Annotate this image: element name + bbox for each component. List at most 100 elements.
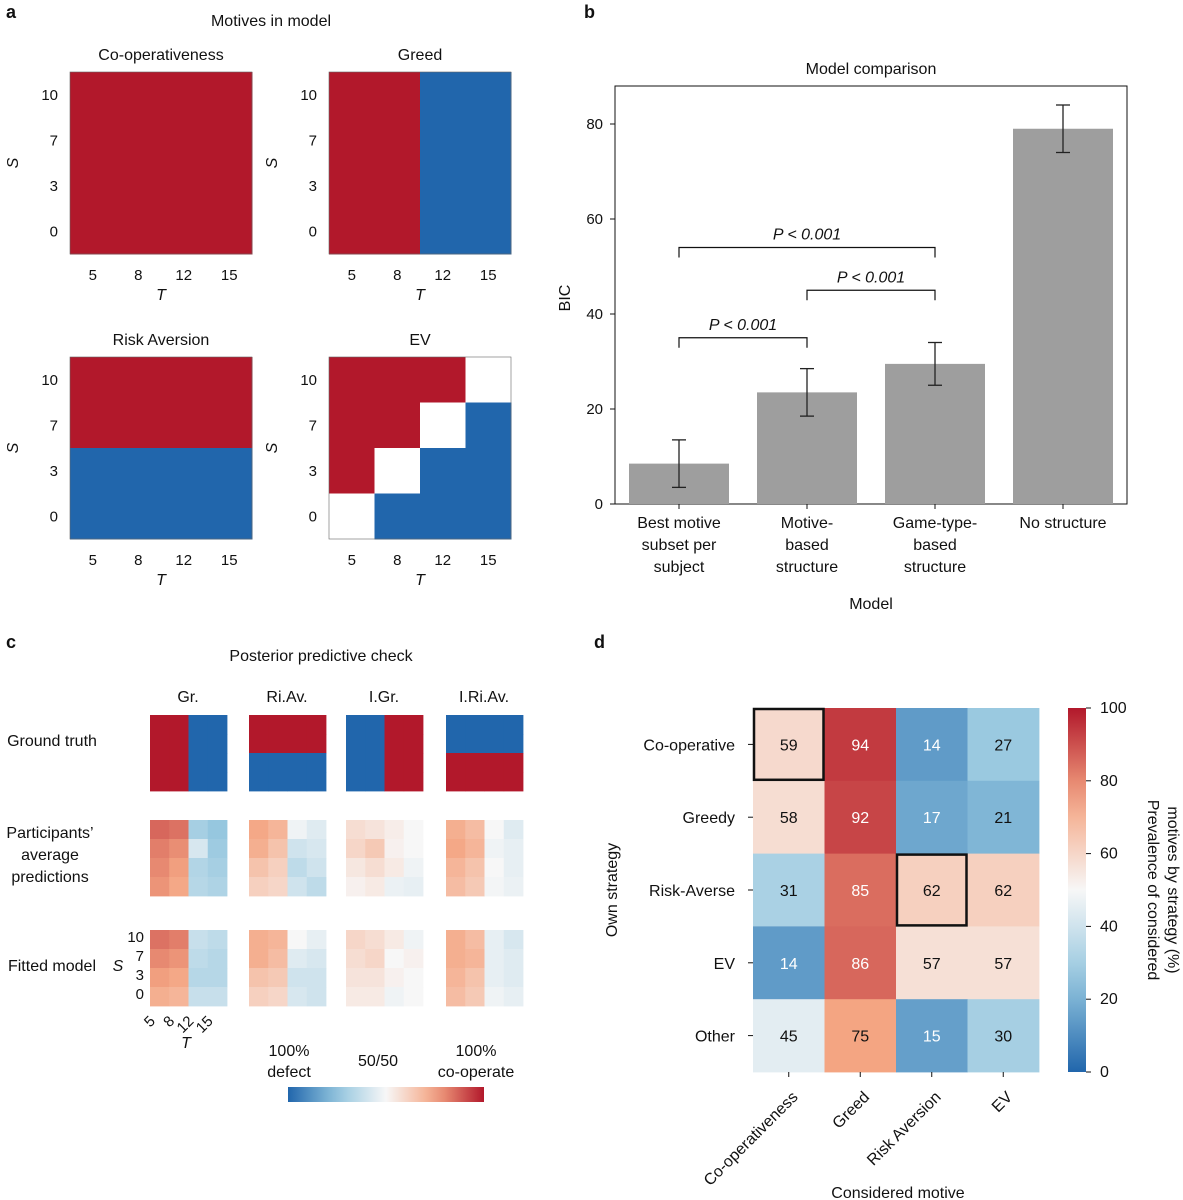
- motive-cell: [465, 163, 512, 209]
- check-cell: [446, 820, 466, 840]
- check-cell: [249, 734, 269, 754]
- check-cell: [403, 858, 424, 878]
- y-tick-label: 3: [309, 178, 317, 195]
- column-header: Gr.: [177, 689, 198, 706]
- motive-map-0: Co-operativeness 10 7 3 0 5 8 12 15 T S: [5, 47, 253, 304]
- x-tick-label: 8: [134, 267, 142, 284]
- check-cell: [484, 968, 505, 988]
- y-tick-label: 7: [136, 948, 144, 965]
- column-header: I.Ri.Av.: [459, 689, 509, 706]
- check-cell: [169, 858, 189, 878]
- check-cell: [169, 877, 189, 897]
- motive-cell: [206, 357, 253, 403]
- y-tick-label: 60: [586, 211, 603, 228]
- panel-c-posterior-check: Posterior predictive check Gr. Ri.Av. I.Gr…: [6, 648, 524, 1102]
- motive-cell: [161, 163, 207, 209]
- check-cell: [465, 734, 485, 754]
- motive-map-frame: [69, 71, 253, 255]
- prevalence-cell: [967, 853, 1040, 927]
- check-cell: [287, 734, 308, 754]
- motive-cell: [374, 117, 421, 164]
- prevalence-cell: [753, 853, 825, 927]
- check-cell: [446, 839, 466, 859]
- panel-b-x-label: Model: [849, 596, 893, 613]
- panel-d-colorbar-label-1: Prevalence of considered: [1144, 800, 1161, 981]
- check-cell: [268, 987, 288, 1007]
- motive-cell: [329, 402, 375, 449]
- check-cell: [384, 715, 405, 735]
- y-axis-label: S: [264, 157, 281, 168]
- check-cell: [503, 858, 524, 878]
- cell-value: 14: [923, 737, 941, 754]
- motive-map-title: Risk Aversion: [113, 332, 210, 349]
- prevalence-cell: [967, 708, 1040, 782]
- y-tick-label: 3: [50, 178, 58, 195]
- motive-cell: [329, 163, 375, 209]
- check-cell: [169, 734, 189, 754]
- motive-cell: [465, 208, 512, 255]
- colorbar-tick-label: 0: [1100, 1064, 1109, 1081]
- panel-label-a: a: [6, 2, 17, 22]
- cell-value: 58: [780, 810, 798, 827]
- motive-cell: [161, 208, 207, 255]
- check-cell: [268, 858, 288, 878]
- check-cell: [403, 753, 424, 773]
- check-cell: [465, 839, 485, 859]
- motive-cell: [374, 163, 421, 209]
- y-tick-label: 0: [50, 223, 58, 240]
- check-cell: [484, 734, 505, 754]
- y-axis-label: S: [113, 958, 124, 975]
- check-cell: [365, 839, 385, 859]
- bar: [885, 363, 985, 504]
- row-label: EV: [714, 956, 736, 973]
- check-cell: [169, 715, 189, 735]
- motive-cell: [420, 208, 466, 255]
- prevalence-cell: [753, 780, 825, 854]
- check-cell: [207, 987, 228, 1007]
- check-cell: [384, 839, 405, 859]
- panel-b-y-label: BIC: [557, 285, 574, 312]
- check-cell: [384, 930, 405, 950]
- check-cell: [365, 715, 385, 735]
- motive-map-title: EV: [409, 332, 431, 349]
- check-cell: [484, 753, 505, 773]
- motive-cell: [206, 163, 253, 209]
- check-cell: [384, 820, 405, 840]
- check-cell: [465, 968, 485, 988]
- motive-cell: [206, 72, 253, 118]
- prevalence-cell: [896, 708, 968, 782]
- motive-cell: [374, 448, 421, 494]
- y-axis-label: S: [264, 442, 281, 453]
- y-tick-label: 0: [50, 508, 58, 525]
- motive-map-1: Greed 10 7 3 0 5 8 12 15 T S: [264, 47, 512, 304]
- check-cell: [287, 858, 308, 878]
- x-tick-label: Best motive: [637, 515, 721, 532]
- check-cell: [287, 987, 308, 1007]
- significance-label: P < 0.001: [773, 227, 841, 244]
- motive-cell: [161, 72, 207, 118]
- check-cell: [207, 949, 228, 969]
- y-tick-label: 7: [309, 417, 317, 434]
- prevalence-cell: [824, 708, 897, 782]
- check-cell: [150, 987, 170, 1007]
- check-cell: [150, 715, 170, 735]
- panel-d-prevalence: 59 94 14 27 58 92 17 21 31 85 62 62 14 86 57 57 45 75 15 30…: [604, 700, 1181, 1200]
- motive-cell: [420, 402, 466, 449]
- motive-cell: [374, 72, 421, 118]
- check-cell: [484, 715, 505, 735]
- x-tick-label: 15: [221, 552, 238, 569]
- prevalence-cell: [967, 780, 1040, 854]
- x-tick-label: 5: [348, 267, 356, 284]
- check-cell: [150, 877, 170, 897]
- check-cell: [346, 715, 366, 735]
- check-cell: [268, 949, 288, 969]
- check-cell: [287, 753, 308, 773]
- check-cell: [346, 772, 366, 792]
- check-cell: [207, 968, 228, 988]
- check-cell: [207, 820, 228, 840]
- y-tick-label: 10: [300, 87, 317, 104]
- motive-cell: [206, 208, 253, 255]
- motive-cell: [115, 208, 162, 255]
- check-cell: [169, 753, 189, 773]
- row-label: average: [21, 847, 79, 864]
